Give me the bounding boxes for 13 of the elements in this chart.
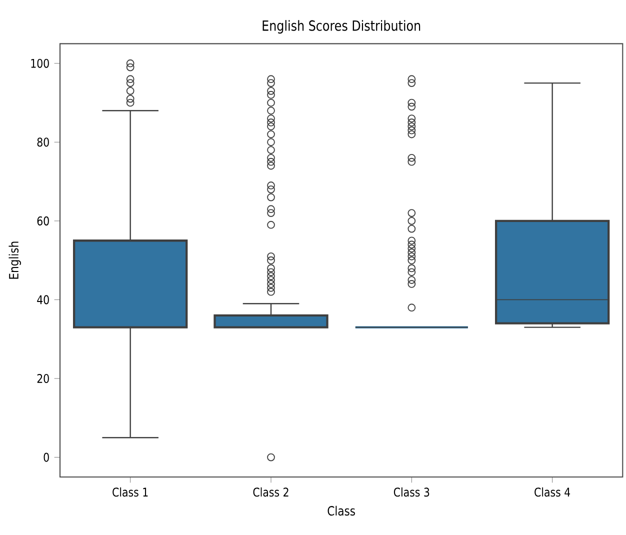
y-tick-label: 60 [37, 216, 49, 226]
x-tick-label: Class 3 [394, 487, 430, 497]
x-tick-label: Class 1 [112, 487, 148, 497]
chart-title: English Scores Distribution [262, 20, 420, 34]
y-tick-label: 80 [37, 138, 49, 147]
x-tick-label: Class 2 [253, 487, 288, 497]
y-axis-title: English [8, 242, 21, 279]
x-axis-title: Class [328, 506, 355, 516]
y-tick-label: 0 [44, 452, 49, 462]
y-tick-label: 100 [31, 58, 49, 68]
y-tick-label: 20 [37, 374, 49, 384]
x-tick-label: Class 4 [534, 487, 570, 497]
y-tick-label: 40 [37, 295, 49, 304]
